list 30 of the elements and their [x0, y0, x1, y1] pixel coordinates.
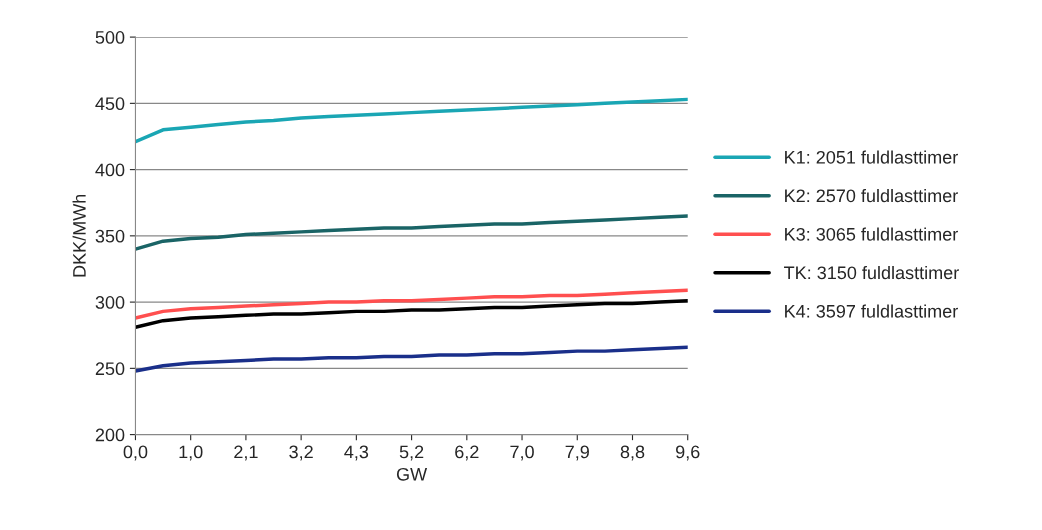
line-series [135, 97, 688, 144]
x-tick-label: 7,0 [510, 445, 534, 461]
line-series [135, 345, 688, 373]
x-tick-label: 2,1 [234, 445, 258, 461]
x-tick-label: 9,6 [676, 445, 700, 461]
line-series [135, 299, 688, 330]
line-series [135, 288, 688, 320]
y-tick-label: 400 [95, 163, 125, 177]
x-tick-label: 8,8 [620, 445, 645, 461]
legend-label: K1: 2051 fuldlasttimer [785, 150, 958, 164]
legend-label: K3: 3065 fuldlasttimer [785, 227, 958, 241]
y-tick-label: 250 [95, 362, 125, 376]
y-axis-title: DKK/MWh [72, 194, 86, 277]
y-tick-label: 300 [95, 296, 125, 309]
y-tick-label: 350 [95, 229, 125, 243]
legend-label: K2: 2570 fuldlasttimer [785, 188, 958, 203]
line-series [135, 214, 688, 251]
legend-label: K4: 3597 fuldlasttimer [785, 304, 958, 318]
legend-label: TK: 3150 fuldlasttimer [784, 265, 959, 280]
x-tick-label: 4,3 [344, 445, 369, 461]
x-axis-title: GW [396, 467, 428, 481]
x-tick-label: 3,2 [289, 445, 313, 461]
y-tick-label: 200 [95, 428, 125, 442]
x-tick-label: 0,0 [123, 445, 148, 461]
x-tick-label: 1,0 [179, 445, 203, 461]
x-tick-label: 5,2 [399, 445, 424, 461]
y-tick-label: 500 [95, 31, 125, 44]
y-tick-label: 450 [95, 97, 125, 111]
x-tick-label: 6,2 [455, 445, 479, 461]
x-tick-label: 7,9 [565, 445, 589, 461]
